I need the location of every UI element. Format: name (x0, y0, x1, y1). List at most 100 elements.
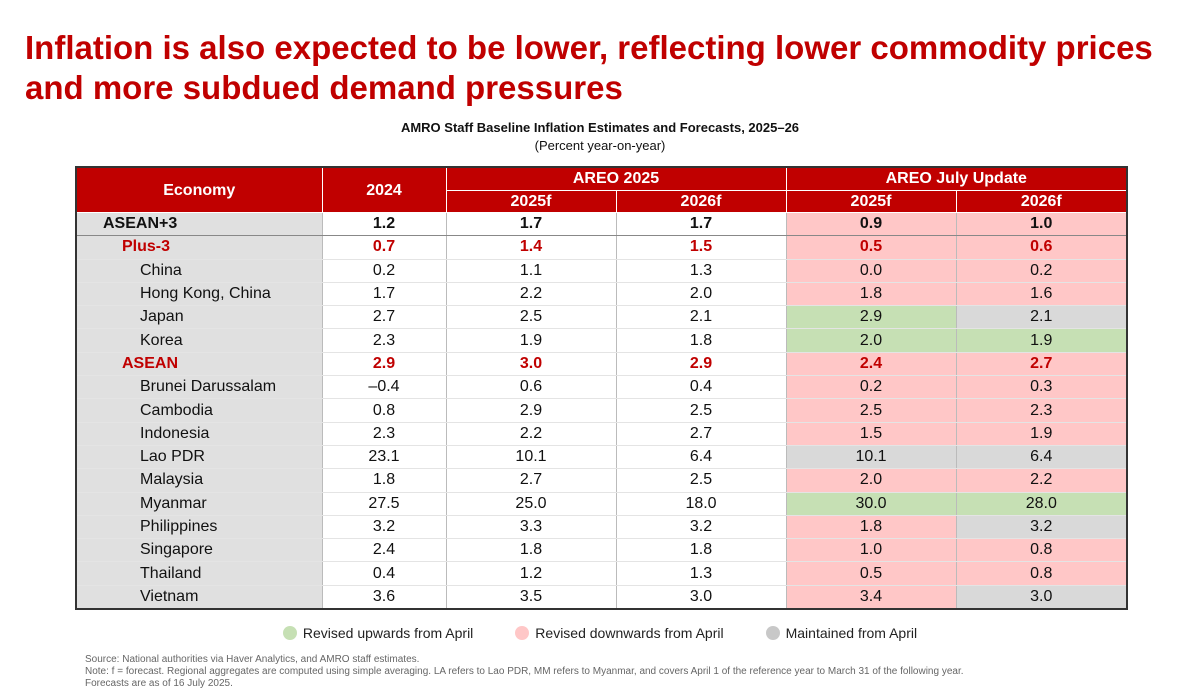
value-july-2026f: 1.0 (955, 212, 1128, 237)
value-july-2026f: 2.2 (955, 468, 1128, 493)
row-economy-name: Hong Kong, China (76, 282, 323, 307)
footnote: Note: f = forecast. Regional aggregates … (85, 666, 964, 677)
header-economy: Economy (75, 166, 323, 213)
value-areo-2025f: 25.0 (445, 492, 617, 516)
value-areo-2025f: 3.5 (445, 585, 617, 610)
value-2024: 3.6 (321, 585, 447, 610)
value-july-2026f: 0.8 (955, 561, 1128, 586)
value-july-2026f: 28.0 (955, 492, 1128, 516)
value-july-2026f: 2.7 (955, 352, 1128, 377)
legend-label-down: Revised downwards from April (535, 625, 724, 641)
value-july-2026f: 2.1 (955, 305, 1128, 330)
legend-dot-down (515, 626, 530, 640)
value-july-2025f: 0.5 (785, 561, 957, 586)
row-economy-name: Korea (76, 328, 323, 353)
value-2024: 2.9 (321, 352, 447, 377)
value-2024: 0.2 (321, 259, 447, 283)
table-row: Lao PDR 23.1 10.1 6.4 10.1 6.4 (76, 445, 1128, 470)
value-areo-2026f: 3.0 (615, 585, 787, 610)
value-areo-2025f: 0.6 (445, 375, 617, 400)
table-row: Cambodia 0.8 2.9 2.5 2.5 2.3 (76, 398, 1128, 423)
value-july-2026f: 2.3 (955, 398, 1128, 423)
table-row: China 0.2 1.1 1.3 0.0 0.2 (76, 259, 1128, 283)
value-areo-2026f: 6.4 (615, 445, 787, 470)
value-areo-2026f: 2.5 (615, 398, 787, 423)
value-areo-2025f: 2.2 (445, 282, 617, 307)
table-row: ASEAN 2.9 3.0 2.9 2.4 2.7 (76, 352, 1128, 377)
value-july-2025f: 3.4 (785, 585, 957, 610)
value-july-2025f: 2.9 (785, 305, 957, 330)
header-2025f-july: 2025f (785, 189, 957, 213)
value-2024: –0.4 (321, 375, 447, 400)
value-july-2025f: 30.0 (785, 492, 957, 516)
value-july-2025f: 1.8 (785, 515, 957, 540)
value-july-2025f: 2.0 (785, 468, 957, 493)
row-economy-name: Indonesia (76, 422, 323, 446)
value-areo-2026f: 1.8 (615, 538, 787, 563)
table-body: ASEAN+3 1.2 1.7 1.7 0.9 1.0 Plus-3 0.7 1.4 1.5 0.5… (76, 212, 1128, 610)
value-july-2025f: 0.5 (785, 235, 957, 260)
value-areo-2026f: 1.5 (615, 235, 787, 260)
legend-item-up: Revised upwards from April (282, 625, 474, 641)
value-areo-2026f: 2.0 (615, 282, 787, 307)
value-areo-2026f: 1.7 (615, 212, 787, 237)
value-areo-2026f: 2.9 (615, 352, 787, 377)
value-july-2025f: 2.0 (785, 328, 957, 353)
table-row: Malaysia 1.8 2.7 2.5 2.0 2.2 (76, 468, 1128, 493)
row-economy-name: Japan (76, 305, 323, 330)
table-row: Korea 2.3 1.9 1.8 2.0 1.9 (76, 328, 1128, 353)
value-2024: 1.7 (321, 282, 447, 307)
value-july-2025f: 2.4 (785, 352, 957, 377)
value-july-2026f: 3.2 (955, 515, 1128, 540)
row-economy-name: ASEAN+3 (76, 212, 323, 237)
value-areo-2025f: 1.4 (445, 235, 617, 260)
value-areo-2026f: 1.8 (615, 328, 787, 353)
value-areo-2025f: 3.3 (445, 515, 617, 540)
value-areo-2025f: 1.9 (445, 328, 617, 353)
forecast-date-note: Forecasts are as of 16 July 2025. (85, 678, 233, 689)
table-row: Myanmar 27.5 25.0 18.0 30.0 28.0 (76, 492, 1128, 516)
value-july-2026f: 6.4 (955, 445, 1128, 470)
value-july-2025f: 1.5 (785, 422, 957, 446)
header-areo-2025: AREO 2025 (445, 166, 787, 191)
value-2024: 3.2 (321, 515, 447, 540)
legend-label-same: Maintained from April (785, 625, 918, 641)
inflation-table: Economy 2024 AREO 2025 AREO July Update … (75, 166, 1129, 611)
page-title: Inflation is also expected to be lower, … (25, 29, 1153, 106)
row-economy-name: Cambodia (76, 398, 323, 423)
legend: Revised upwards from April Revised downw… (0, 625, 1200, 641)
value-areo-2025f: 2.9 (445, 398, 617, 423)
row-economy-name: Lao PDR (76, 445, 323, 470)
notes: Source: National authorities via Haver A… (85, 654, 1185, 690)
value-areo-2025f: 2.5 (445, 305, 617, 330)
value-july-2025f: 1.0 (785, 538, 957, 563)
value-2024: 1.2 (321, 212, 447, 237)
value-areo-2025f: 1.1 (445, 259, 617, 283)
legend-dot-same (765, 626, 780, 640)
table-row: Singapore 2.4 1.8 1.8 1.0 0.8 (76, 538, 1128, 563)
value-july-2026f: 1.6 (955, 282, 1128, 307)
table-row: Japan 2.7 2.5 2.1 2.9 2.1 (76, 305, 1128, 330)
header-areo-july-update: AREO July Update (785, 166, 1128, 191)
value-areo-2026f: 0.4 (615, 375, 787, 400)
value-july-2025f: 1.8 (785, 282, 957, 307)
row-economy-name: Philippines (76, 515, 323, 540)
value-areo-2026f: 3.2 (615, 515, 787, 540)
legend-item-same: Maintained from April (765, 625, 918, 641)
value-july-2026f: 0.2 (955, 259, 1128, 283)
legend-item-down: Revised downwards from April (515, 625, 724, 641)
table-row: Thailand 0.4 1.2 1.3 0.5 0.8 (76, 561, 1128, 586)
value-areo-2025f: 2.2 (445, 422, 617, 446)
header-2026f-areo: 2026f (615, 189, 787, 213)
value-2024: 0.8 (321, 398, 447, 423)
value-areo-2026f: 1.3 (615, 259, 787, 283)
table-row: Plus-3 0.7 1.4 1.5 0.5 0.6 (76, 235, 1128, 260)
value-2024: 23.1 (321, 445, 447, 470)
value-july-2025f: 10.1 (785, 445, 957, 470)
legend-label-up: Revised upwards from April (302, 625, 474, 641)
header-2025f-areo: 2025f (445, 189, 617, 213)
source-note: Source: National authorities via Haver A… (85, 654, 420, 665)
legend-dot-up (282, 626, 297, 640)
row-economy-name: Myanmar (76, 492, 323, 516)
value-2024: 27.5 (321, 492, 447, 516)
